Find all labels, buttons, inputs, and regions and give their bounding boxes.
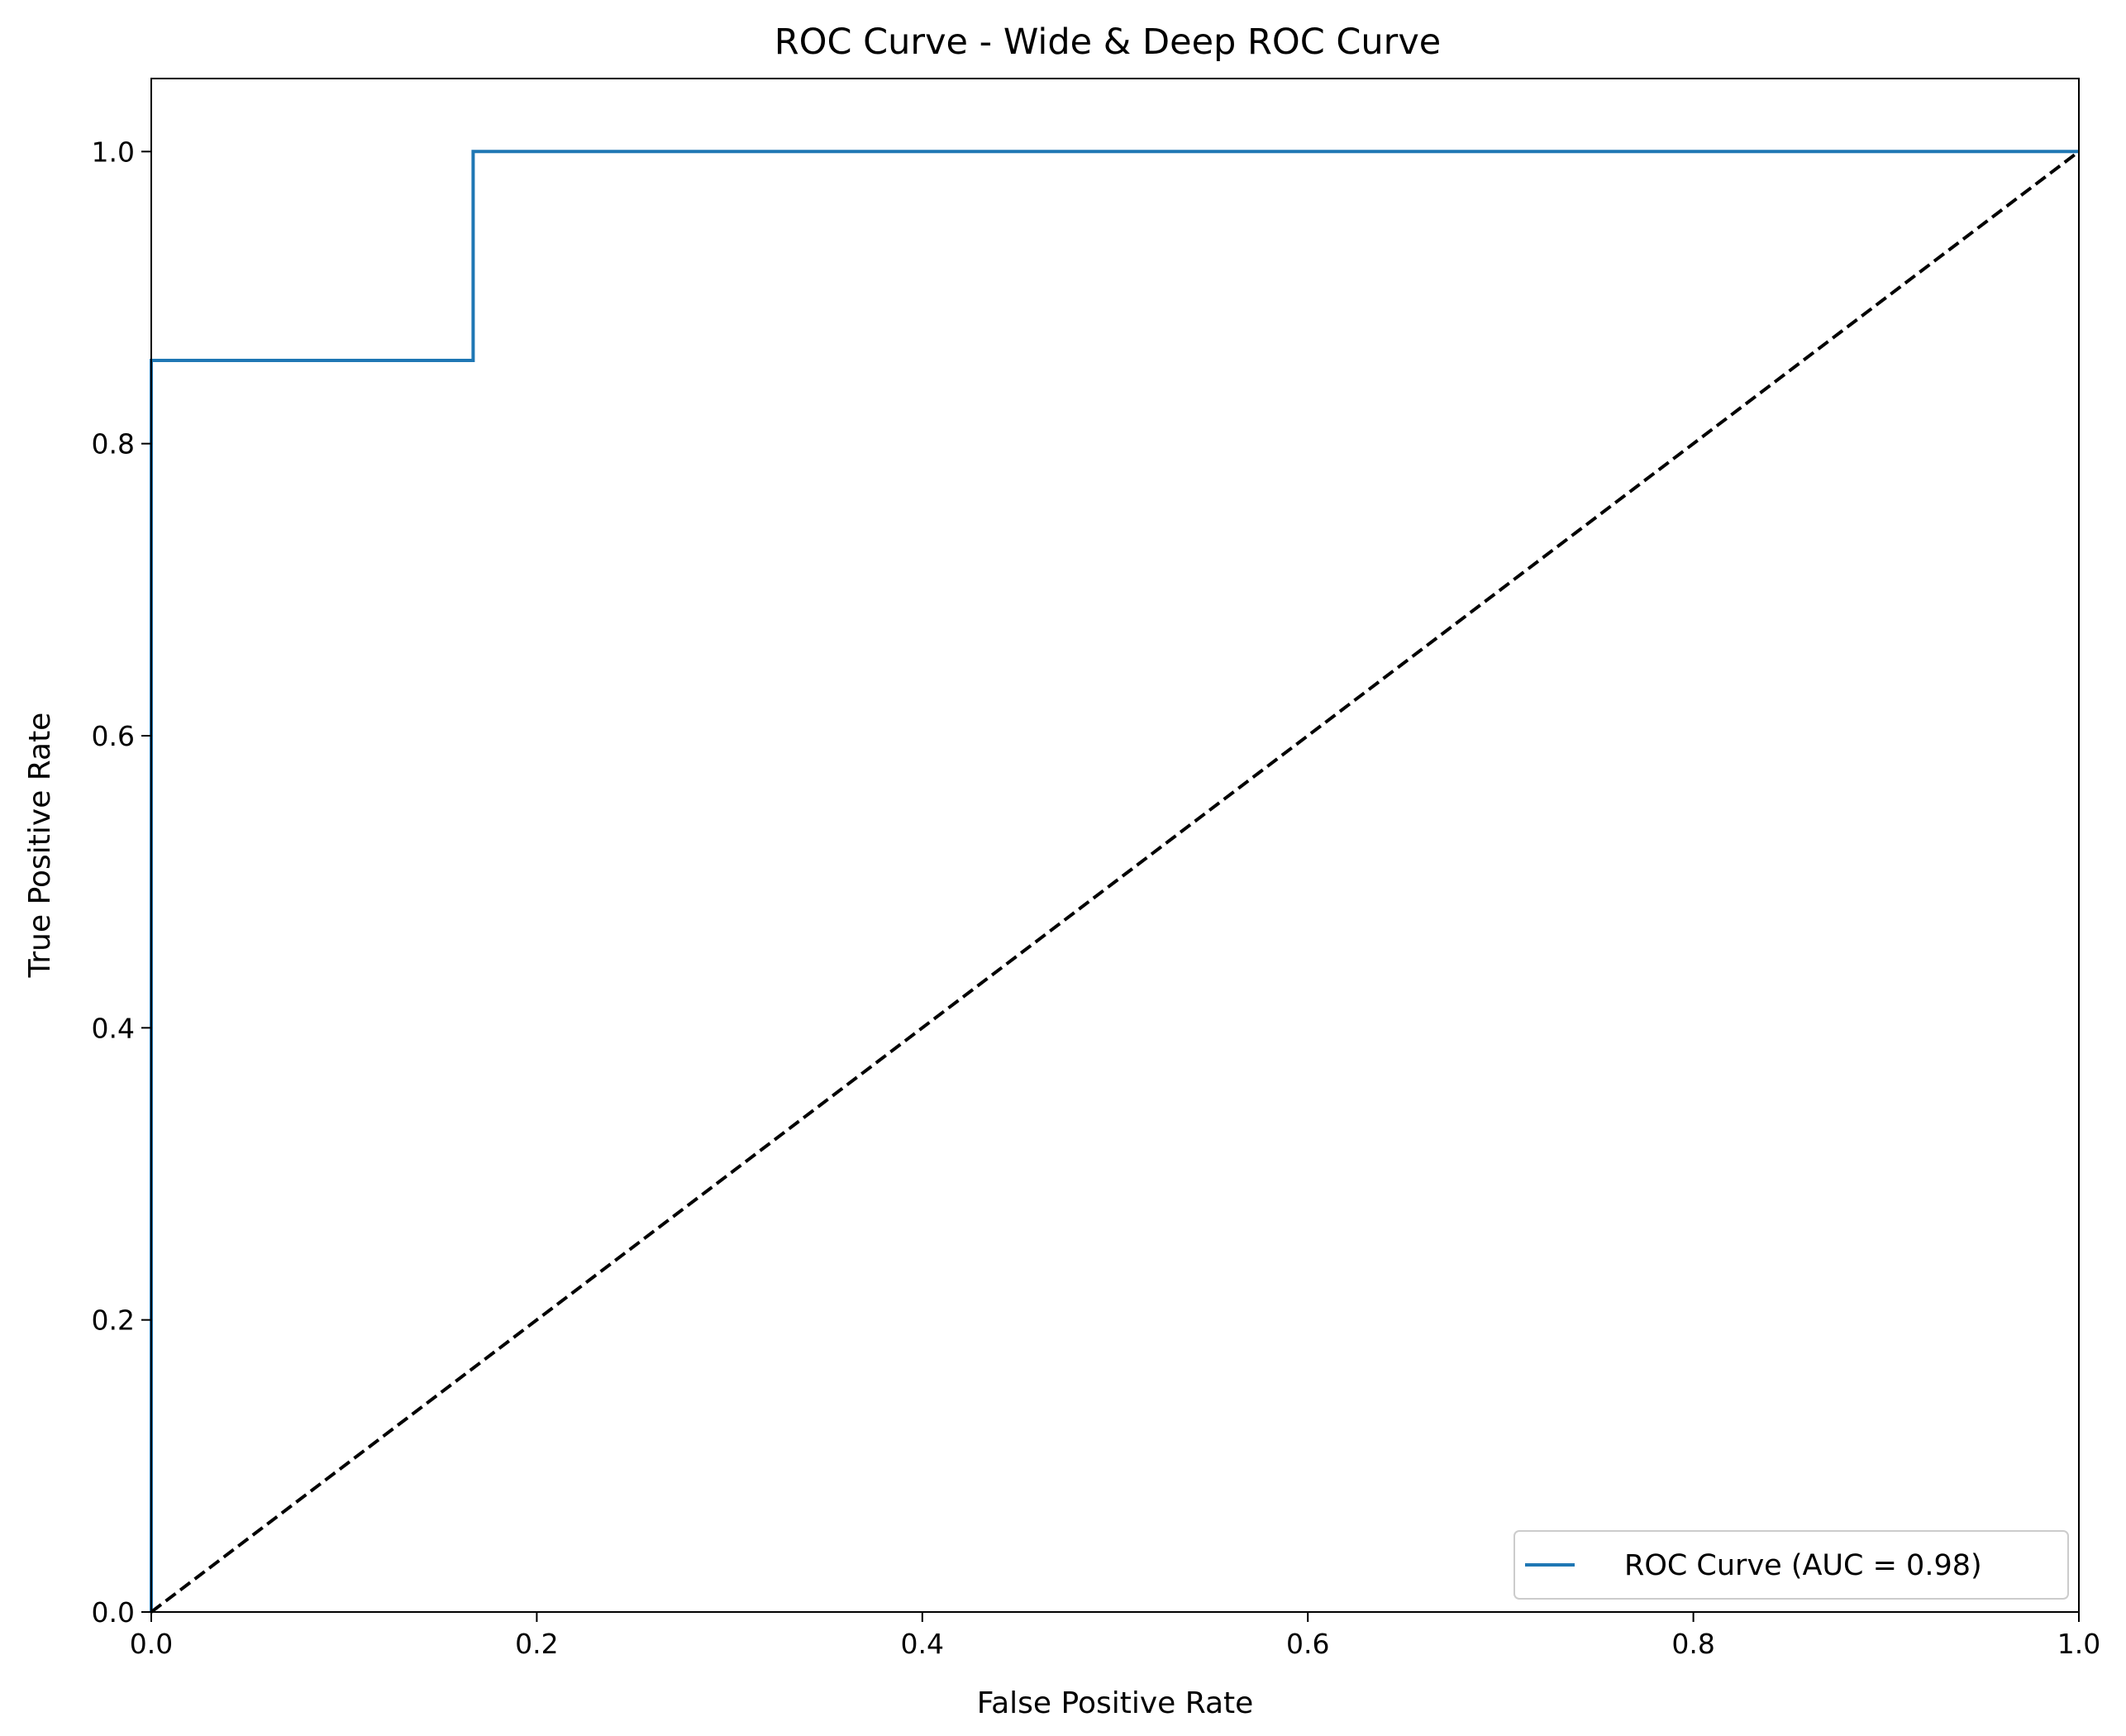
y-axis-label: True Positive Rate — [23, 713, 57, 979]
chart-title: ROC Curve - Wide & Deep ROC Curve — [775, 21, 1442, 63]
x-tick-label: 1.0 — [2057, 1628, 2100, 1660]
legend-label-roc: ROC Curve (AUC = 0.98) — [1624, 1549, 1982, 1582]
legend-box — [1513, 1530, 2069, 1600]
y-tick-label: 1.0 — [92, 136, 135, 168]
x-tick-label: 0.6 — [1286, 1628, 1329, 1660]
y-tick-label: 0.8 — [92, 428, 135, 460]
x-tick-label: 0.0 — [130, 1628, 173, 1660]
y-tick-label: 0.0 — [92, 1596, 135, 1629]
axes-frame — [150, 78, 2080, 1613]
legend: ROC Curve (AUC = 0.98) — [1513, 1530, 2069, 1600]
diagonal-reference-line — [150, 150, 2081, 1614]
x-tick-label: 0.4 — [901, 1628, 944, 1660]
y-tick-label: 0.6 — [92, 720, 135, 752]
x-tick-label: 0.8 — [1671, 1628, 1714, 1660]
y-tick-label: 0.4 — [92, 1012, 135, 1044]
y-tick-label: 0.2 — [92, 1304, 135, 1337]
x-tick-label: 0.2 — [515, 1628, 558, 1660]
x-axis-label: False Positive Rate — [977, 1686, 1254, 1720]
axis-ticks: 0.0 0.2 0.4 0.6 0.8 1.0 0.0 0.2 0.4 0.6 0.8 1.0 — [92, 136, 2101, 1660]
